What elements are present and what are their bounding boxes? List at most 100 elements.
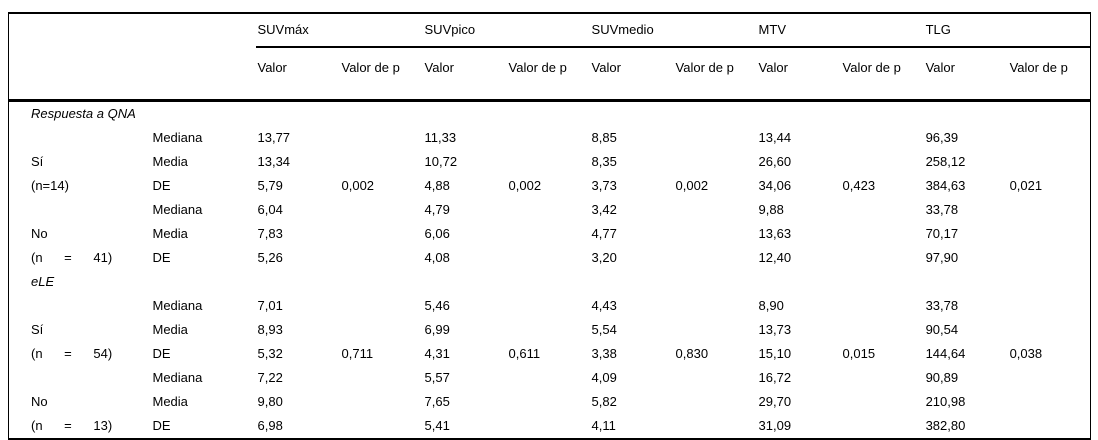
subheader-label: Valor de p	[842, 60, 901, 75]
table-row: Mediana 7,22 5,57 4,09 16,72 90,89	[9, 366, 1091, 390]
table-row: (n=14) DE 5,79 0,002 4,88 0,002 3,73 0,0…	[9, 174, 1091, 198]
subheader-suvmedio-valor: Valor	[589, 47, 674, 102]
mtv-p-cell	[841, 294, 924, 318]
tlg-p-cell	[1008, 198, 1091, 222]
row-label-cell	[9, 126, 153, 150]
subheader-suvmax-p: Valor de p	[339, 47, 423, 102]
suvpico-p-cell	[507, 414, 590, 439]
group-header-mtv: MTV	[756, 13, 924, 48]
mtv-p-cell	[841, 366, 924, 390]
subheader-tlg-valor: Valor	[923, 47, 1008, 102]
tlg-valor-cell: 382,80	[925, 417, 966, 433]
stat-cell: Mediana	[152, 297, 203, 313]
row-label-cell: Sí	[31, 321, 44, 337]
subheader-label: Valor de p	[341, 60, 400, 75]
row-label-cell: (n = 54)	[31, 345, 113, 361]
mtv-valor-cell: 15,10	[758, 345, 792, 361]
suvmax-p-cell	[340, 126, 423, 150]
subheader-suvpico-p: Valor de p	[506, 47, 590, 102]
suvpico-valor-cell: 4,08	[424, 249, 450, 265]
group-header-suvmax: SUVmáx	[255, 13, 423, 48]
tlg-p-cell	[1008, 366, 1091, 390]
stat-cell: Mediana	[152, 369, 203, 385]
suvpico-valor-cell: 6,06	[424, 225, 450, 241]
subheader-label: Valor	[925, 60, 955, 75]
mtv-valor-cell: 12,40	[758, 249, 792, 265]
mtv-p-cell	[841, 222, 924, 246]
suvmedio-valor-cell: 4,09	[591, 369, 617, 385]
subheader-tlg-p: Valor de p	[1007, 47, 1091, 102]
tlg-valor-cell: 90,54	[925, 321, 959, 337]
subheader-spacer-cell	[8, 47, 256, 102]
suvpico-p-cell	[507, 222, 590, 246]
subheader-row: Valor Valor de p Valor Valor de p Valor …	[8, 47, 1091, 102]
row-label-cell	[9, 294, 153, 318]
stat-cell: DE	[152, 345, 171, 361]
suvpico-valor-cell: 4,79	[424, 201, 450, 217]
mtv-p-cell	[841, 414, 924, 439]
section-title: Respuesta a QNA	[31, 105, 136, 121]
suvmedio-valor-cell: 3,20	[591, 249, 617, 265]
tlg-valor-cell: 90,89	[925, 369, 959, 385]
table-row: Mediana 13,77 11,33 8,85 13,44 96,39	[9, 126, 1091, 150]
tlg-p-cell	[1008, 414, 1091, 439]
tlg-valor-cell: 97,90	[925, 249, 959, 265]
suvmax-valor-cell: 7,01	[257, 297, 283, 313]
mtv-p-cell	[841, 390, 924, 414]
section-row-ele: eLE	[9, 270, 1091, 294]
suvmax-p-cell	[340, 246, 423, 270]
suvpico-valor-cell: 10,72	[424, 153, 458, 169]
suvmedio-valor-cell: 3,38	[591, 345, 617, 361]
suvmax-p-cell	[340, 414, 423, 439]
tlg-p-cell: 0,021	[1009, 177, 1043, 193]
subheader-label: Valor	[424, 60, 454, 75]
suvmedio-valor-cell: 8,85	[591, 129, 617, 145]
row-label-cell	[9, 366, 153, 390]
tlg-valor-cell: 70,17	[925, 225, 959, 241]
table-row: Mediana 7,01 5,46 4,43 8,90 33,78	[9, 294, 1091, 318]
mtv-p-cell	[841, 126, 924, 150]
stat-cell: Media	[152, 321, 188, 337]
suvmedio-valor-cell: 4,11	[591, 417, 616, 433]
tlg-p-cell	[1008, 390, 1091, 414]
tlg-valor-cell: 33,78	[925, 201, 959, 217]
mtv-p-cell	[841, 246, 924, 270]
stat-cell: DE	[152, 417, 171, 433]
suvpico-p-cell: 0,611	[508, 345, 541, 361]
mtv-valor-cell: 29,70	[758, 393, 792, 409]
suvmax-valor-cell: 7,22	[257, 369, 283, 385]
stat-cell: Mediana	[152, 201, 203, 217]
group-header-suvpico: SUVpico	[422, 13, 590, 48]
section-row-respuesta-qna: Respuesta a QNA	[9, 100, 1091, 126]
tlg-p-cell	[1008, 126, 1091, 150]
stat-cell: Media	[152, 225, 188, 241]
suvmax-p-cell	[340, 318, 423, 342]
suvmedio-valor-cell: 4,43	[591, 297, 617, 313]
subheader-mtv-p: Valor de p	[840, 47, 924, 102]
subheader-suvmedio-p: Valor de p	[673, 47, 757, 102]
suvpico-valor-cell: 5,57	[424, 369, 450, 385]
stat-cell: DE	[152, 249, 171, 265]
suvmax-p-cell	[340, 198, 423, 222]
stat-cell: Media	[152, 393, 188, 409]
table-row: No Media 7,83 6,06 4,77 13,63 70,17	[9, 222, 1091, 246]
suvmax-valor-cell: 9,80	[257, 393, 283, 409]
mtv-valor-cell: 31,09	[758, 417, 792, 433]
mtv-p-cell	[841, 318, 924, 342]
suvpico-valor-cell: 5,46	[424, 297, 450, 313]
suvpico-valor-cell: 4,31	[424, 345, 450, 361]
suvmax-p-cell: 0,002	[341, 177, 375, 193]
section-title: eLE	[31, 273, 55, 289]
suvmedio-valor-cell: 3,73	[591, 177, 617, 193]
table-row: Mediana 6,04 4,79 3,42 9,88 33,78	[9, 198, 1091, 222]
stat-cell: Media	[152, 153, 188, 169]
row-label-cell: (n = 13)	[31, 417, 113, 433]
suvmedio-p-cell	[674, 198, 757, 222]
mtv-p-cell	[841, 150, 924, 174]
suvpico-valor-cell: 7,65	[424, 393, 450, 409]
subheader-label: Valor	[257, 60, 287, 75]
suvmedio-p-cell	[674, 294, 757, 318]
suvmax-valor-cell: 5,79	[257, 177, 283, 193]
suvpico-valor-cell: 11,33	[424, 129, 457, 145]
tlg-valor-cell: 210,98	[925, 393, 966, 409]
